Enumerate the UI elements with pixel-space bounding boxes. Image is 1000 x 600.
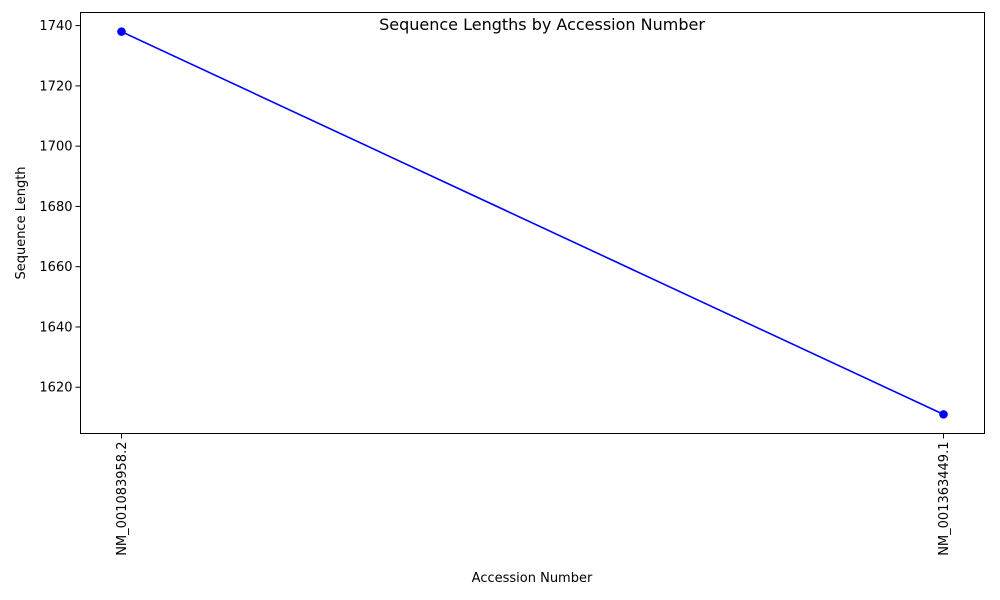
y-tick-label: 1680	[39, 200, 72, 215]
y-tick-label: 1720	[39, 79, 72, 94]
y-tick-label: 1660	[39, 260, 72, 275]
y-tick-label: 1620	[39, 381, 72, 396]
chart-title: Sequence Lengths by Accession Number	[379, 15, 705, 34]
series-layer	[117, 27, 948, 419]
y-axis-label: Sequence Length	[14, 166, 29, 279]
series-line	[121, 30, 944, 416]
x-axis-ticks: NM_001083958.2 NM_001363449.1	[115, 433, 952, 556]
plot-frame	[80, 12, 985, 434]
data-point	[117, 27, 126, 36]
x-axis-label: Accession Number	[472, 571, 593, 586]
x-tick-label: NM_001363449.1	[937, 442, 952, 556]
x-tick-label: NM_001083958.2	[115, 442, 130, 556]
data-point	[939, 410, 948, 419]
y-axis-ticks: 1620 1640 1660 1680 1700 1720 1740	[39, 19, 81, 396]
y-tick-label: 1700	[39, 140, 72, 155]
y-tick-label: 1640	[39, 320, 72, 335]
y-tick-label: 1740	[39, 19, 72, 34]
